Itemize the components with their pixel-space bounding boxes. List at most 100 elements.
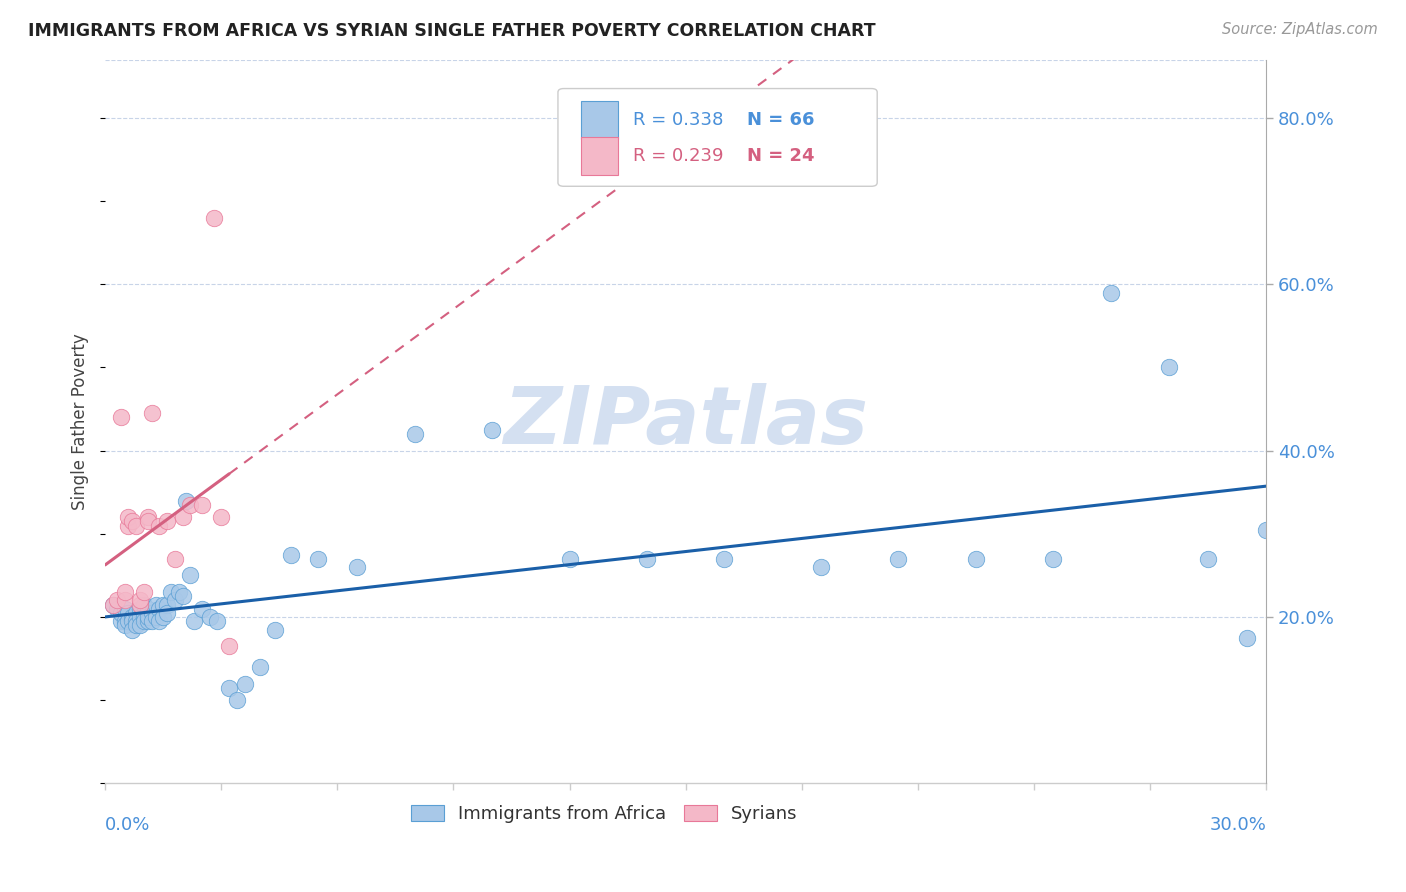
Point xyxy=(125,606,148,620)
Point xyxy=(110,410,132,425)
Point xyxy=(129,598,152,612)
Point xyxy=(713,551,735,566)
Point xyxy=(249,660,271,674)
Point xyxy=(110,614,132,628)
Point xyxy=(117,614,139,628)
Point xyxy=(114,601,136,615)
Text: Source: ZipAtlas.com: Source: ZipAtlas.com xyxy=(1222,22,1378,37)
Point xyxy=(1099,285,1122,300)
Point xyxy=(346,560,368,574)
Y-axis label: Single Father Poverty: Single Father Poverty xyxy=(72,334,89,510)
Point xyxy=(280,548,302,562)
Point xyxy=(172,510,194,524)
Point xyxy=(148,518,170,533)
Point xyxy=(558,551,581,566)
Point xyxy=(636,551,658,566)
Point xyxy=(1236,631,1258,645)
Bar xyxy=(581,101,619,138)
Point xyxy=(141,406,163,420)
Point xyxy=(129,601,152,615)
Point xyxy=(117,510,139,524)
Point xyxy=(207,614,229,628)
Point xyxy=(136,610,159,624)
Point xyxy=(202,211,225,225)
Point xyxy=(117,606,139,620)
Text: ZIPatlas: ZIPatlas xyxy=(503,383,868,460)
Point xyxy=(264,623,287,637)
Point xyxy=(129,610,152,624)
Point xyxy=(152,610,174,624)
Point xyxy=(1197,551,1219,566)
Point xyxy=(121,623,143,637)
Point xyxy=(176,493,198,508)
Point xyxy=(121,610,143,624)
Point xyxy=(160,585,183,599)
Point xyxy=(105,601,128,615)
Point xyxy=(218,681,240,695)
Point xyxy=(114,593,136,607)
Point xyxy=(148,614,170,628)
Point xyxy=(233,676,256,690)
Point xyxy=(136,510,159,524)
Point xyxy=(167,585,190,599)
Point xyxy=(404,427,426,442)
Point xyxy=(101,598,124,612)
Point xyxy=(141,614,163,628)
Text: N = 24: N = 24 xyxy=(747,147,814,165)
Point xyxy=(145,598,167,612)
Point xyxy=(141,606,163,620)
Point xyxy=(148,601,170,615)
Point xyxy=(191,601,214,615)
Point xyxy=(156,515,179,529)
Point xyxy=(1159,360,1181,375)
Point xyxy=(163,551,186,566)
Point xyxy=(117,518,139,533)
Point xyxy=(121,614,143,628)
Point xyxy=(132,614,155,628)
Point xyxy=(101,598,124,612)
Point xyxy=(110,606,132,620)
Point xyxy=(198,610,221,624)
Point xyxy=(183,614,205,628)
FancyBboxPatch shape xyxy=(558,88,877,186)
Point xyxy=(887,551,910,566)
Point xyxy=(136,601,159,615)
Point xyxy=(136,515,159,529)
Point xyxy=(179,568,201,582)
Text: R = 0.239: R = 0.239 xyxy=(634,147,724,165)
Point xyxy=(163,593,186,607)
Text: 0.0%: 0.0% xyxy=(105,816,150,834)
Legend: Immigrants from Africa, Syrians: Immigrants from Africa, Syrians xyxy=(406,799,803,829)
Point xyxy=(121,515,143,529)
Point xyxy=(1042,551,1064,566)
Point xyxy=(191,498,214,512)
Point xyxy=(114,585,136,599)
Point xyxy=(129,593,152,607)
Point xyxy=(125,614,148,628)
Point xyxy=(114,618,136,632)
Point xyxy=(156,598,179,612)
Text: N = 66: N = 66 xyxy=(747,111,814,128)
Point xyxy=(481,423,503,437)
Point xyxy=(125,518,148,533)
Point xyxy=(225,693,247,707)
Point xyxy=(145,610,167,624)
Text: IMMIGRANTS FROM AFRICA VS SYRIAN SINGLE FATHER POVERTY CORRELATION CHART: IMMIGRANTS FROM AFRICA VS SYRIAN SINGLE … xyxy=(28,22,876,40)
Point xyxy=(125,618,148,632)
Point xyxy=(136,614,159,628)
Point xyxy=(132,610,155,624)
Point xyxy=(132,585,155,599)
Point xyxy=(114,614,136,628)
Point xyxy=(218,639,240,653)
Point xyxy=(156,606,179,620)
Point xyxy=(1254,523,1277,537)
Text: 30.0%: 30.0% xyxy=(1209,816,1265,834)
Point xyxy=(209,510,232,524)
Point xyxy=(810,560,832,574)
Text: R = 0.338: R = 0.338 xyxy=(634,111,724,128)
Bar xyxy=(581,137,619,175)
Point xyxy=(152,598,174,612)
Point xyxy=(179,498,201,512)
Point xyxy=(129,618,152,632)
Point xyxy=(172,589,194,603)
